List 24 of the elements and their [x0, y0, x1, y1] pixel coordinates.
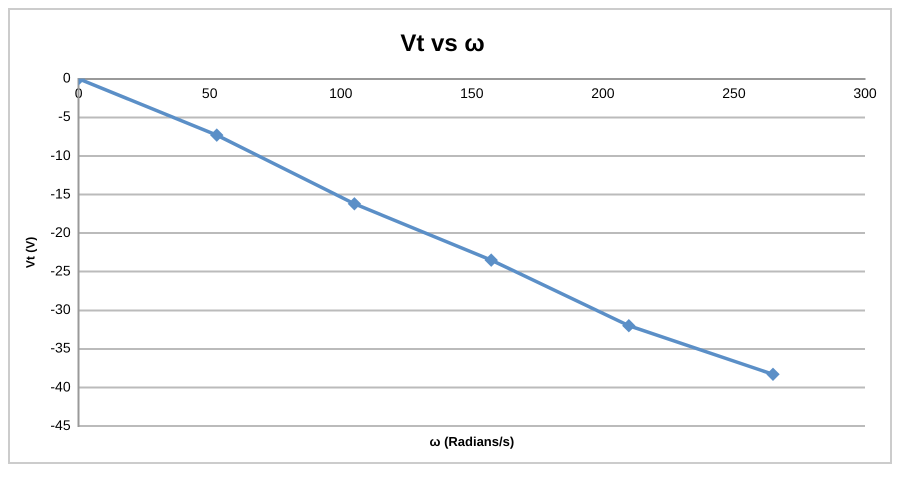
y-tick-label: -15: [50, 185, 71, 202]
y-tick-label: -35: [50, 340, 71, 356]
y-tick-label: -45: [50, 416, 71, 433]
x-axis-title: ω (Radians/s): [429, 434, 514, 450]
y-axis-title: Vt (V): [24, 236, 38, 268]
x-tick-label: 100: [329, 85, 353, 102]
point: [348, 197, 361, 210]
y-tick-label: -10: [50, 146, 71, 163]
point: [766, 368, 780, 381]
point: [210, 128, 224, 142]
x-tick-label: 50: [202, 85, 218, 102]
x-tick-label: 250: [722, 85, 746, 102]
point: [484, 254, 498, 267]
x-tick-label: 300: [853, 85, 877, 102]
x-tick-label: 200: [591, 85, 615, 102]
y-tick-label: -5: [58, 108, 71, 124]
y-tick-label: -40: [50, 378, 71, 394]
y-tick-label: -30: [50, 301, 71, 318]
y-tick-label: -25: [50, 262, 71, 279]
y-tick-label: 0: [62, 70, 71, 86]
chart-title: Vt vs ω: [400, 30, 485, 58]
y-tick-label: -20: [50, 224, 71, 240]
x-tick-label: 150: [460, 85, 484, 102]
point: [622, 319, 636, 332]
